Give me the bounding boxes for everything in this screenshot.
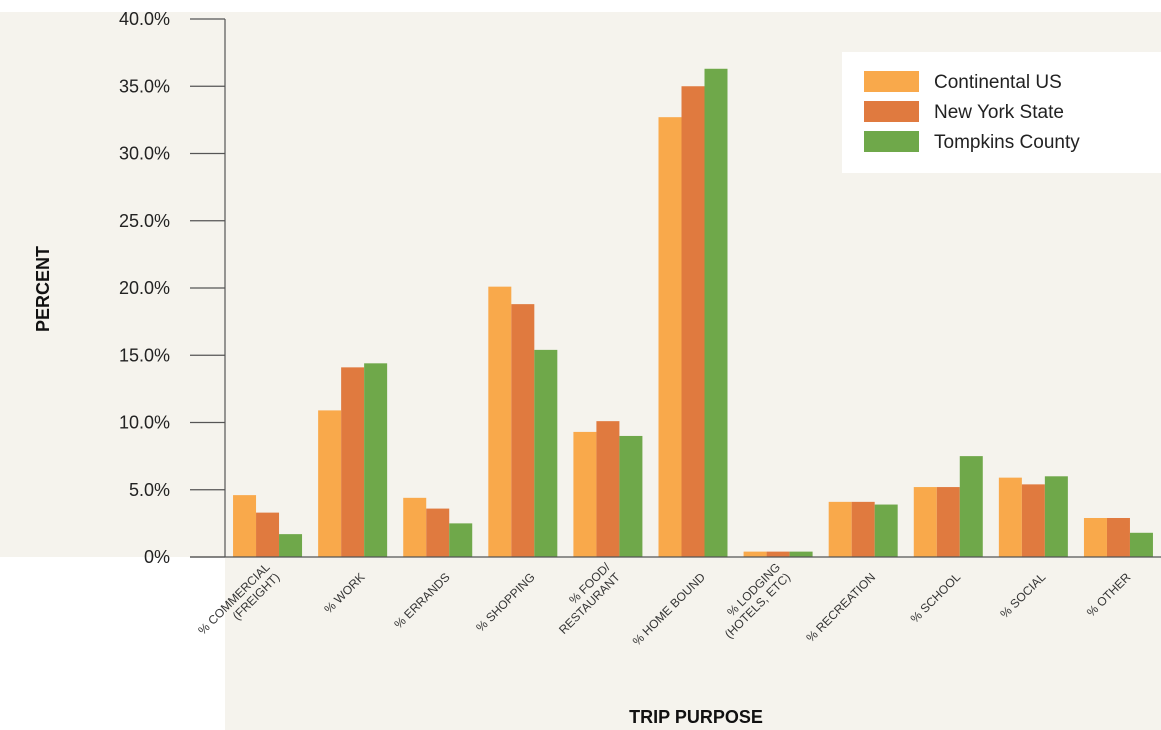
legend-label-3: Tompkins County	[934, 132, 1080, 153]
bar-4-series-2	[511, 304, 535, 557]
bar-8-series-2	[851, 501, 875, 557]
y-tick-label-2: 10.0%	[119, 413, 170, 433]
y-tick-label-0: 0%	[144, 547, 170, 567]
axis-layer: 0% 5.0% 10.0% 15.0% 20.0% 25.0% 30.0% 35.0% 40.0…	[0, 9, 1161, 730]
bar-8-series-3	[874, 504, 898, 557]
bar-5-series-3	[619, 435, 643, 557]
y-axis-title: PERCENT	[33, 246, 53, 332]
bar-2-series-1	[318, 410, 342, 557]
bars-layer	[233, 68, 1153, 557]
bar-4-series-1	[488, 286, 512, 557]
bar-9-series-1	[913, 487, 937, 557]
bar-5-series-1	[573, 431, 597, 557]
legend: Continental US New York State Tompkins Cou…	[842, 52, 1161, 173]
bar-10-series-3	[1044, 476, 1068, 557]
y-tick-label-4: 20.0%	[119, 278, 170, 298]
bar-2-series-3	[364, 363, 388, 557]
bar-7-series-3	[789, 551, 813, 557]
y-tick-label-3: 15.0%	[119, 345, 170, 365]
legend-swatch-2	[864, 101, 919, 122]
y-tick-label-8: 40.0%	[119, 9, 170, 29]
bar-3-series-3	[449, 523, 473, 557]
bar-1-series-2	[256, 512, 280, 557]
bar-7-series-2	[766, 551, 790, 557]
legend-swatch-3	[864, 131, 919, 152]
bar-9-series-3	[959, 456, 983, 557]
page-margin-top	[0, 0, 1161, 12]
bar-3-series-2	[426, 508, 450, 557]
y-tick-label-5: 25.0%	[119, 211, 170, 231]
legend-label-1: Continental US	[934, 72, 1062, 93]
bar-2-series-2	[341, 367, 365, 557]
legend-label-2: New York State	[934, 102, 1064, 123]
y-tick-label-6: 30.0%	[119, 144, 170, 164]
bar-6-series-3	[704, 68, 728, 557]
page-margin-left	[0, 557, 225, 730]
legend-swatch-1	[864, 71, 919, 92]
bar-5-series-2	[596, 421, 620, 557]
bar-8-series-1	[828, 501, 852, 557]
bar-10-series-1	[998, 477, 1022, 557]
bar-11-series-2	[1106, 517, 1130, 557]
bar-1-series-1	[233, 495, 257, 557]
x-axis-title: TRIP PURPOSE	[629, 707, 763, 727]
bar-3-series-1	[403, 497, 427, 557]
bar-1-series-3	[279, 534, 303, 557]
bar-10-series-2	[1021, 484, 1045, 557]
bar-11-series-1	[1083, 517, 1107, 557]
bar-7-series-1	[743, 551, 767, 557]
y-tick-label-1: 5.0%	[129, 480, 170, 500]
bar-11-series-3	[1129, 532, 1153, 557]
bar-6-series-2	[681, 86, 705, 557]
bar-6-series-1	[658, 117, 682, 557]
bar-9-series-2	[936, 487, 960, 557]
bar-4-series-3	[534, 349, 558, 557]
y-tick-label-7: 35.0%	[119, 76, 170, 96]
legend-items: Continental US New York State Tompkins Cou…	[864, 71, 1080, 153]
